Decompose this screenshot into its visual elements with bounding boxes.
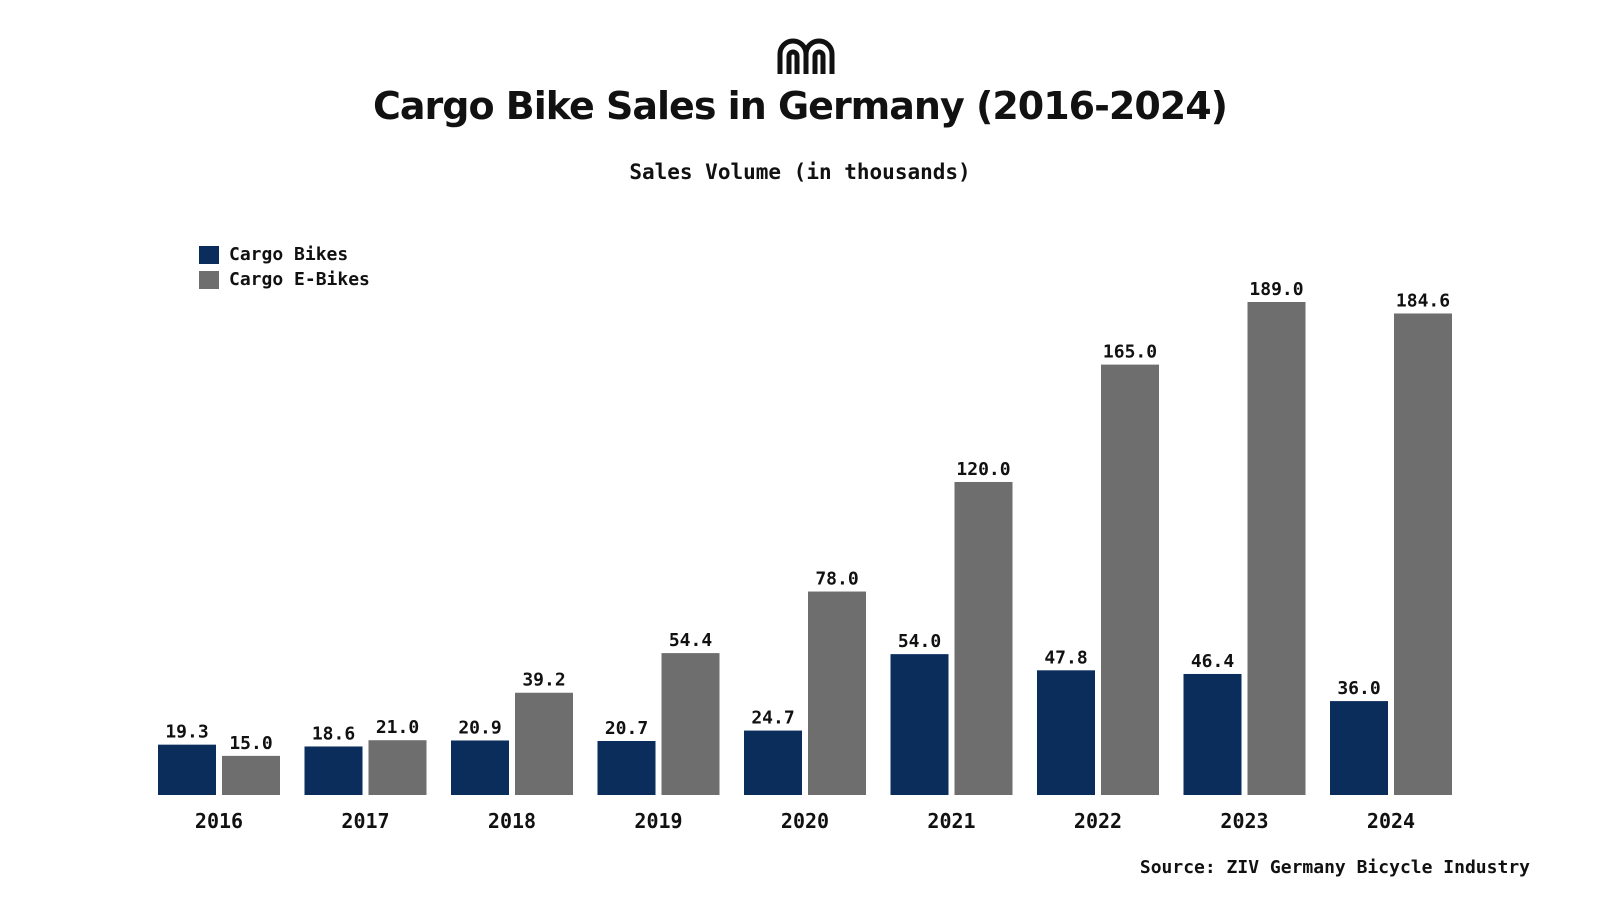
legend-label-cargo-bikes: Cargo Bikes [229,244,349,265]
bar-cargo-bikes-2019 [597,741,656,795]
x-tick-label-2016: 2016 [195,809,243,833]
bar-cargo-bikes-2018 [451,740,509,795]
source-note: Source: ZIV Germany Bicycle Industry [1139,857,1530,878]
legend-item-cargo-ebikes: Cargo E-Bikes [199,267,370,292]
data-label-cargo-ebikes-2021: 120.0 [956,459,1010,480]
data-label-cargo-ebikes-2018: 39.2 [522,670,565,691]
bar-cargo-bikes-2023 [1183,673,1242,795]
bar-cargo-bikes-2021 [890,654,949,795]
data-label-cargo-ebikes-2019: 54.4 [669,630,713,651]
bar-cargo-ebikes-2016 [222,755,280,795]
data-label-cargo-ebikes-2022: 165.0 [1103,342,1157,363]
data-label-cargo-ebikes-2024: 184.6 [1396,290,1450,311]
data-label-cargo-bikes-2021: 54.0 [898,631,941,652]
data-label-cargo-bikes-2018: 20.9 [458,717,501,738]
data-label-cargo-bikes-2016: 19.3 [165,722,208,743]
data-label-cargo-bikes-2019: 20.7 [605,718,648,739]
x-tick-label-2022: 2022 [1074,809,1122,833]
data-label-cargo-ebikes-2020: 78.0 [815,569,858,590]
data-label-cargo-ebikes-2023: 189.0 [1249,279,1303,300]
bar-cargo-ebikes-2018 [515,692,573,795]
bar-cargo-ebikes-2024 [1394,313,1452,795]
bar-cargo-bikes-2016 [158,744,216,795]
bar-cargo-ebikes-2017 [368,740,427,795]
bar-cargo-bikes-2017 [304,746,363,795]
x-tick-label-2024: 2024 [1367,809,1415,833]
legend: Cargo Bikes Cargo E-Bikes [199,242,370,292]
data-label-cargo-bikes-2020: 24.7 [751,708,794,729]
bar-cargo-ebikes-2021 [954,481,1013,795]
x-tick-label-2021: 2021 [927,809,975,833]
x-tick-label-2023: 2023 [1220,809,1268,833]
legend-item-cargo-bikes: Cargo Bikes [199,242,370,267]
bar-cargo-ebikes-2022 [1101,364,1159,795]
chart-subtitle: Sales Volume (in thousands) [629,160,971,184]
data-label-cargo-bikes-2017: 18.6 [312,723,355,744]
legend-label-cargo-ebikes: Cargo E-Bikes [229,269,370,290]
x-tick-label-2018: 2018 [488,809,536,833]
data-label-cargo-bikes-2023: 46.4 [1191,651,1235,672]
bar-cargo-ebikes-2019 [661,653,720,795]
x-tick-label-2020: 2020 [781,809,829,833]
bar-cargo-bikes-2022 [1037,670,1095,795]
bar-cargo-bikes-2024 [1330,701,1388,795]
legend-swatch-cargo-ebikes [199,270,219,289]
data-label-cargo-ebikes-2016: 15.0 [229,733,272,754]
bar-cargo-ebikes-2023 [1247,302,1306,795]
bar-cargo-bikes-2020 [744,730,802,795]
x-tick-label-2017: 2017 [341,809,389,833]
data-label-cargo-ebikes-2017: 21.0 [376,717,419,738]
bar-cargo-ebikes-2020 [808,591,866,795]
legend-swatch-cargo-bikes [199,245,219,264]
data-label-cargo-bikes-2024: 36.0 [1337,678,1380,699]
data-label-cargo-bikes-2022: 47.8 [1044,647,1087,668]
chart-title: Cargo Bike Sales in Germany (2016-2024) [372,84,1228,128]
double-arch-m-logo [777,38,835,74]
x-tick-label-2019: 2019 [634,809,682,833]
